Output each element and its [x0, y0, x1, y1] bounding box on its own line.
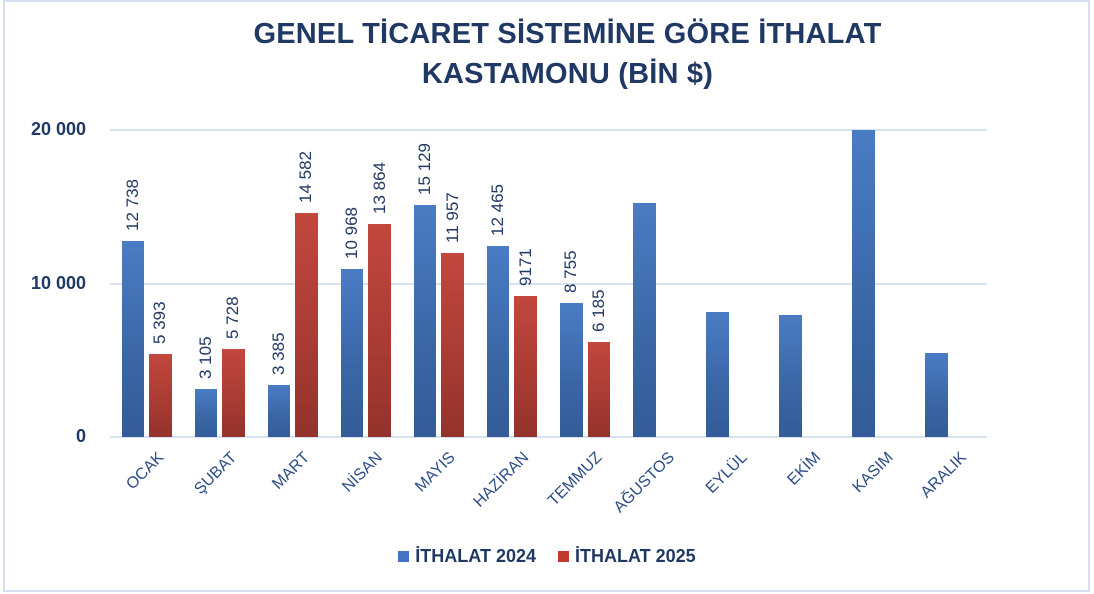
data-label: 3 105 [195, 336, 215, 380]
bar-2024-aralik[interactable] [925, 352, 948, 437]
data-label: 5 728 [223, 296, 243, 340]
y-axis-tick-label: 0 [75, 426, 86, 446]
x-axis-label-temmuz: TEMMUZ [545, 449, 606, 510]
data-label: 13 864 [369, 162, 389, 215]
bar-2024-kasim[interactable] [852, 130, 875, 437]
bar-2024-ni̇san[interactable] [340, 268, 364, 437]
gridline [110, 129, 987, 131]
bar-2025-şubat[interactable] [222, 349, 245, 437]
chart-title-line1: GENEL TİCARET SİSTEMİNE GÖRE İTHALAT [253, 18, 882, 50]
legend-label-2024: İTHALAT 2024 [415, 546, 536, 566]
legend-swatch-2024 [398, 551, 410, 562]
x-axis-label-eylül: EYLÜL [703, 449, 751, 497]
x-axis-label-ocak: OCAK [122, 449, 167, 494]
x-axis-label-ni̇san: NİSAN [339, 449, 386, 496]
bar-2024-mart[interactable] [267, 385, 291, 437]
data-label: 8 755 [561, 250, 581, 293]
legend: İTHALAT 2024 İTHALAT 2025 [0, 546, 1094, 567]
bar-2025-ni̇san[interactable] [368, 224, 391, 437]
y-axis-tick-label: 10 000 [30, 272, 86, 293]
data-label: 12 465 [488, 183, 508, 236]
x-axis-label-kasim: KASIM [849, 449, 898, 497]
bar-2024-temmuz[interactable] [560, 302, 583, 437]
bar-2024-şubat[interactable] [194, 389, 218, 437]
bar-2025-hazi̇ran[interactable] [514, 296, 537, 437]
x-axis-label-ağustos: AĞUSTOS [610, 449, 679, 517]
x-axis-label-mart: MART [268, 449, 313, 493]
data-label: 12 738 [122, 179, 142, 232]
legend-swatch-2025 [558, 551, 569, 562]
bar-2024-ağustos[interactable] [633, 203, 656, 437]
data-label: 3 385 [268, 332, 288, 376]
bar-2024-hazi̇ran[interactable] [486, 245, 510, 437]
data-label: 10 968 [342, 206, 362, 259]
gridline [110, 282, 987, 285]
bar-2024-eki̇m[interactable] [779, 314, 802, 437]
gridline [110, 436, 987, 438]
bar-2025-temmuz[interactable] [587, 342, 611, 437]
bar-2024-eylül[interactable] [706, 312, 729, 437]
data-label: 9171 [515, 248, 535, 287]
legend-item-2024[interactable]: İTHALAT 2024 [398, 546, 536, 567]
data-label: 6 185 [588, 289, 608, 333]
bar-2025-mart[interactable] [295, 213, 318, 437]
x-axis-label-şubat: ŞUBAT [190, 449, 240, 498]
data-label: 5 393 [150, 301, 170, 345]
bar-2025-ocak[interactable] [149, 354, 172, 437]
data-label: 14 582 [296, 151, 316, 204]
data-label: 15 129 [415, 142, 435, 195]
bar-2024-mayis[interactable] [413, 204, 437, 437]
chart-frame [3, 0, 1090, 592]
x-axis-label-aralik: ARALIK [918, 449, 971, 502]
y-axis-tick-label: 20 000 [30, 119, 86, 139]
legend-item-2025[interactable]: İTHALAT 2025 [558, 546, 696, 567]
x-axis-label-mayis: MAYIS [412, 449, 459, 496]
data-label: 11 957 [442, 192, 462, 244]
x-axis-label-hazi̇ran: HAZİRAN [470, 449, 533, 511]
x-axis-label-eki̇m: EKİM [784, 449, 825, 489]
bar-2025-mayis[interactable] [441, 253, 464, 437]
chart-title-line2: KASTAMONU (BİN $) [421, 58, 714, 90]
chart-title: GENEL TİCARET SİSTEMİNE GÖRE İTHALAT KAS… [0, 14, 1094, 94]
bar-2024-ocak[interactable] [121, 241, 145, 437]
legend-label-2025: İTHALAT 2025 [575, 546, 696, 566]
